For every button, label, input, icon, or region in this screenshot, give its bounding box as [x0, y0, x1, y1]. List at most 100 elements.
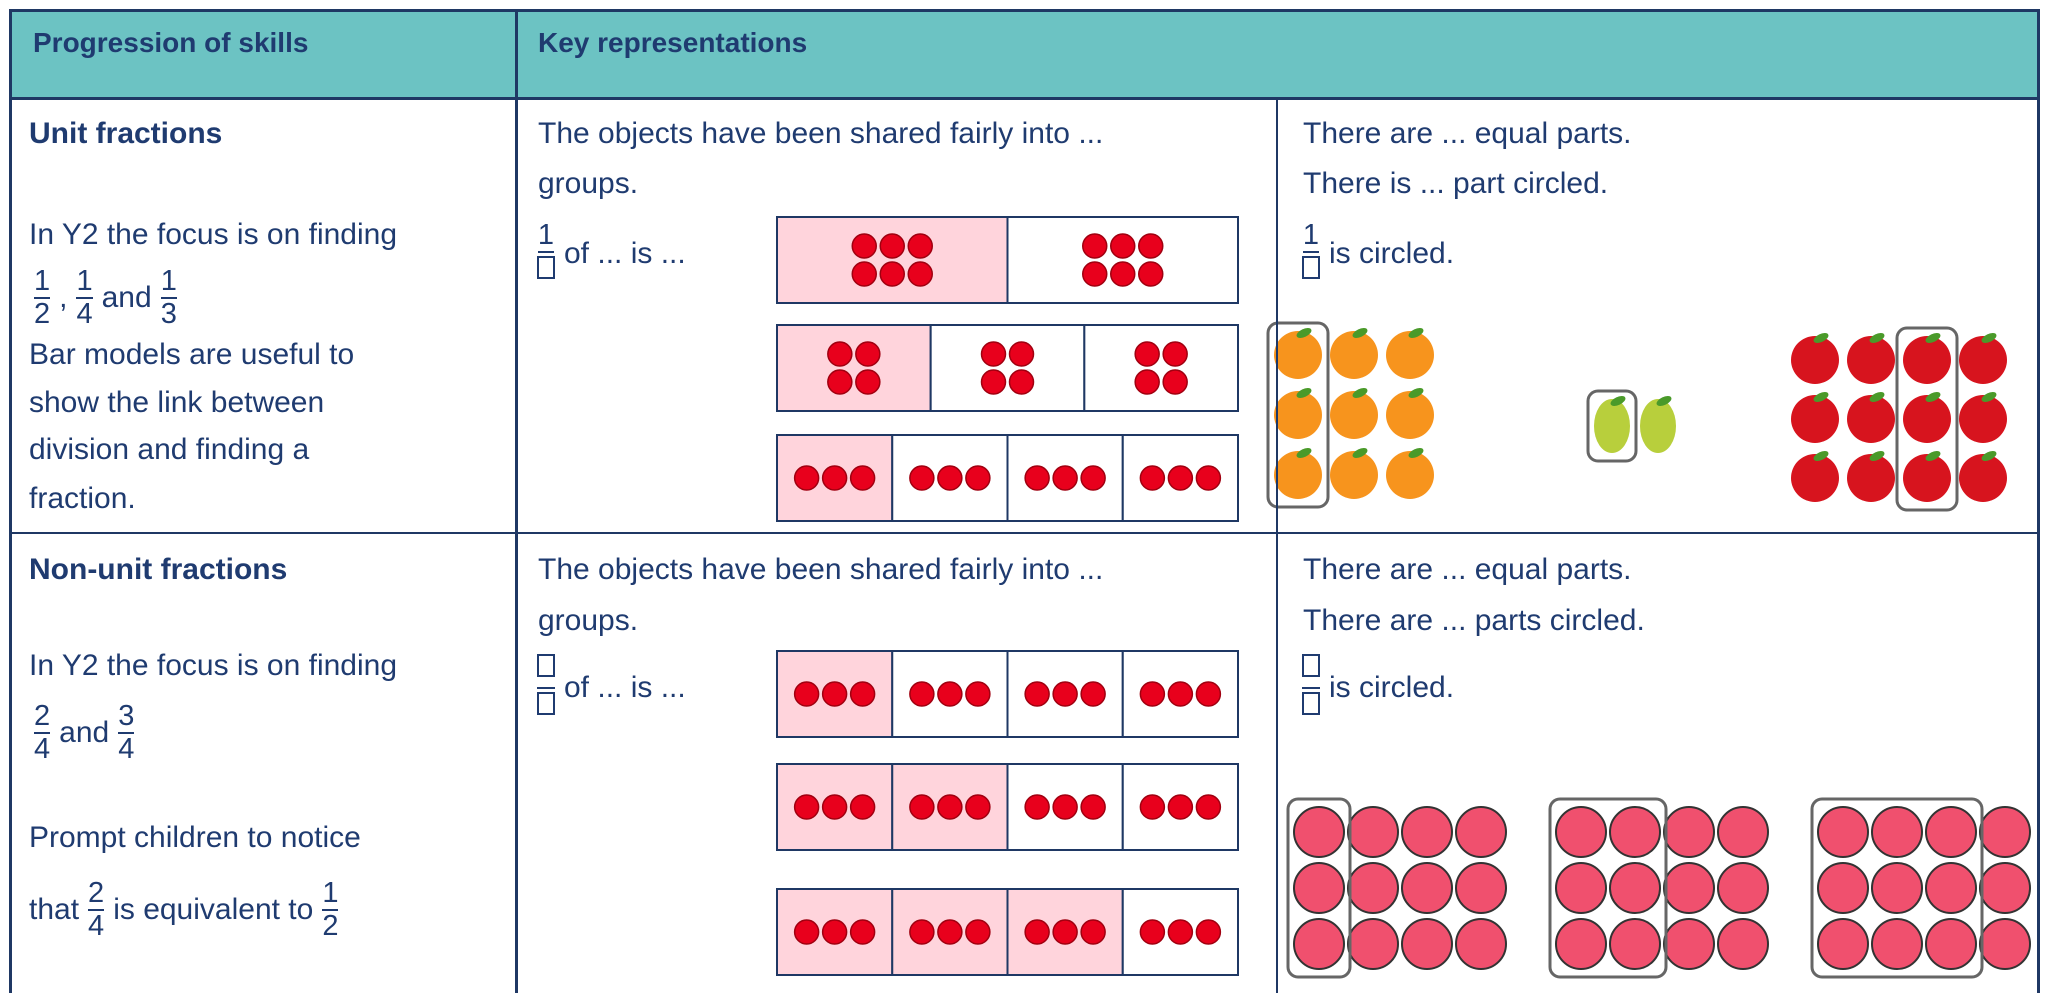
- text: fraction.: [29, 482, 136, 515]
- leaf: [1981, 333, 1997, 343]
- object: [1386, 451, 1434, 499]
- bar-part: [776, 216, 1009, 304]
- object: [1293, 806, 1345, 858]
- box: [1302, 255, 1320, 279]
- leaf: [1408, 388, 1424, 398]
- leaf: [1656, 396, 1672, 406]
- denominator: 4: [34, 733, 51, 765]
- bar-model: [776, 650, 1239, 738]
- dot: [907, 261, 933, 287]
- skill-line: 1 2, 1 4 and 1 3: [29, 258, 182, 338]
- bar-model: [776, 888, 1239, 976]
- dot: [1082, 233, 1108, 259]
- object: [1347, 862, 1399, 914]
- skill-line: fraction.: [29, 459, 140, 539]
- object: [1925, 806, 1977, 858]
- dot: [1195, 794, 1222, 820]
- leaf: [1352, 448, 1368, 458]
- object: [1663, 918, 1715, 970]
- object: [1386, 331, 1434, 379]
- object: [1609, 862, 1661, 914]
- dot: [1162, 369, 1188, 395]
- text: that: [29, 893, 80, 926]
- numerator: 1: [34, 265, 51, 299]
- object: [1293, 862, 1345, 914]
- denominator: [537, 253, 555, 289]
- header-rule: [9, 97, 2040, 100]
- leaf: [1296, 388, 1312, 398]
- bar-part: [929, 324, 1086, 412]
- object: [1347, 806, 1399, 858]
- object: [1817, 918, 1869, 970]
- header-cell: Progression of skills: [33, 27, 309, 58]
- denominator: 2: [322, 910, 339, 942]
- object: [1274, 391, 1322, 439]
- bar-model: [776, 763, 1239, 851]
- object: [1871, 806, 1923, 858]
- prompt-line: groups.: [538, 604, 639, 637]
- dot: [1024, 919, 1050, 945]
- prompt-line: The objects have been shared fairly into…: [538, 117, 1104, 150]
- object: [1903, 454, 1951, 502]
- denominator: [1302, 689, 1320, 725]
- leaf: [1296, 328, 1312, 338]
- leaf: [1925, 333, 1941, 343]
- dot: [879, 233, 905, 259]
- object: [1717, 862, 1769, 914]
- object-group: [1810, 797, 2031, 979]
- dot: [851, 233, 877, 259]
- dot: [1008, 341, 1035, 367]
- object: [1959, 336, 2007, 384]
- dot: [1080, 465, 1106, 491]
- leaf: [1981, 451, 1997, 461]
- dot: [821, 794, 848, 820]
- object: [1274, 451, 1322, 499]
- numerator: 1: [537, 218, 555, 253]
- object: [1455, 862, 1507, 914]
- circled-part: [1286, 797, 1352, 979]
- object-group: [1586, 389, 1676, 463]
- dot: [1110, 261, 1136, 287]
- object: [1401, 862, 1453, 914]
- dot: [855, 369, 881, 395]
- dot: [1134, 369, 1160, 395]
- dot: [1052, 681, 1078, 707]
- leaf: [1981, 392, 1997, 402]
- text: of ... is ...: [564, 237, 686, 270]
- border-top: [9, 9, 2040, 12]
- object: [1979, 806, 2031, 858]
- numerator: [1302, 651, 1320, 689]
- prompt-line: There are ... equal parts.: [1303, 117, 1632, 150]
- prompt-line: There are ... equal parts.: [1303, 553, 1632, 586]
- object: [1386, 391, 1434, 439]
- denominator: 4: [76, 298, 93, 330]
- box: [537, 654, 555, 677]
- box: [537, 692, 555, 715]
- object: [1817, 806, 1869, 858]
- dot: [793, 465, 820, 491]
- fraction: 1: [1302, 219, 1320, 289]
- dot: [1008, 369, 1035, 395]
- dot: [1139, 919, 1166, 945]
- leaf: [1925, 451, 1941, 461]
- dot: [821, 465, 848, 491]
- box: [1302, 692, 1320, 715]
- dot: [1162, 341, 1188, 367]
- object: [1903, 395, 1951, 443]
- object: [1330, 331, 1378, 379]
- dot: [1080, 919, 1106, 945]
- leaf: [1352, 328, 1368, 338]
- bar-part: [1083, 324, 1240, 412]
- object: [1925, 862, 1977, 914]
- text: and: [59, 716, 110, 749]
- dot: [1167, 794, 1194, 820]
- text: is circled.: [1329, 671, 1455, 704]
- box: [1302, 654, 1320, 677]
- dot: [855, 341, 881, 367]
- dot: [1195, 465, 1222, 491]
- dot: [1195, 681, 1222, 707]
- dot: [965, 919, 991, 945]
